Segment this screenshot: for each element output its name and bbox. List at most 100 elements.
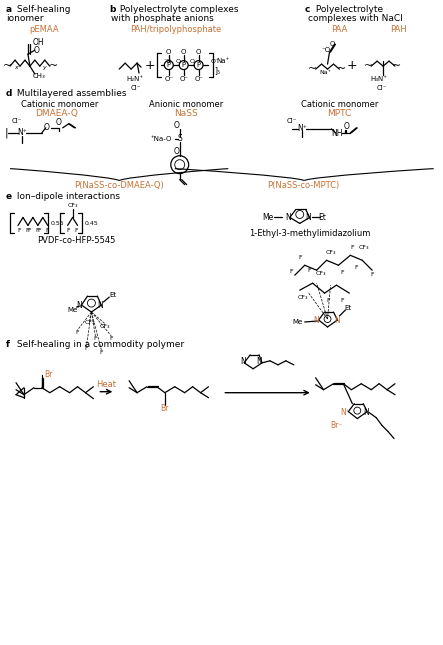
Text: CF₃: CF₃ [298, 295, 308, 300]
Text: Br: Br [161, 404, 169, 413]
Text: F: F [93, 337, 97, 341]
Text: Na⁺: Na⁺ [319, 70, 331, 75]
Text: N: N [314, 315, 319, 324]
Text: P: P [182, 62, 186, 68]
Text: Heat: Heat [96, 381, 117, 389]
Text: Multilayered assemblies: Multilayered assemblies [14, 90, 127, 99]
Text: O: O [174, 121, 180, 130]
Text: N⁺: N⁺ [17, 128, 27, 137]
Text: F: F [354, 264, 358, 270]
Text: OH: OH [33, 37, 44, 46]
Text: O: O [34, 46, 40, 55]
Text: a: a [6, 5, 12, 14]
Text: Self-healing in a commodity polymer: Self-healing in a commodity polymer [14, 341, 184, 350]
Text: F: F [17, 228, 21, 233]
Text: N: N [334, 315, 340, 324]
Text: F: F [109, 337, 113, 341]
Text: e: e [6, 192, 12, 201]
Text: O⁻: O⁻ [180, 76, 189, 82]
Text: H₃N⁺: H₃N⁺ [371, 76, 388, 82]
Text: N: N [241, 357, 246, 366]
Text: Br: Br [45, 370, 53, 379]
Text: +: + [145, 59, 155, 72]
Text: CF₃: CF₃ [100, 324, 111, 330]
Text: ⁻O: ⁻O [164, 59, 172, 64]
Text: O: O [343, 123, 350, 132]
Text: O: O [190, 59, 195, 64]
Text: CF₃: CF₃ [315, 271, 326, 275]
Text: NH: NH [332, 129, 343, 138]
Text: F: F [100, 350, 103, 355]
Text: O: O [174, 147, 180, 156]
Text: Et: Et [319, 213, 326, 222]
Text: c: c [305, 5, 310, 14]
Text: O: O [44, 123, 50, 132]
Text: +: + [347, 59, 358, 72]
Text: O: O [181, 49, 187, 55]
Text: 0.55: 0.55 [51, 221, 64, 226]
Text: Et: Et [345, 305, 352, 311]
Text: x: x [14, 64, 18, 70]
Text: P: P [167, 62, 171, 68]
Text: Polyelectrolyte complexes: Polyelectrolyte complexes [117, 5, 239, 14]
Text: S: S [177, 134, 182, 143]
Text: F: F [67, 228, 70, 233]
Text: O: O [330, 41, 335, 47]
Text: F: F [350, 245, 354, 250]
Text: Cl⁻: Cl⁻ [287, 118, 297, 124]
Text: |: | [4, 128, 8, 138]
Text: Cl⁻: Cl⁻ [131, 85, 141, 91]
Text: f: f [6, 341, 10, 350]
Text: 1-Ethyl-3-methylimidazolium: 1-Ethyl-3-methylimidazolium [249, 229, 370, 238]
Text: complexes with NaCl: complexes with NaCl [308, 14, 402, 23]
Text: F: F [45, 228, 49, 233]
Text: PAH: PAH [391, 25, 407, 34]
Text: ⁻O: ⁻O [322, 47, 331, 53]
Text: Cl⁻: Cl⁻ [12, 118, 23, 124]
Text: F: F [289, 269, 293, 273]
Text: ionomer: ionomer [6, 14, 43, 23]
Text: MPTC: MPTC [327, 110, 352, 119]
Text: Cl⁻: Cl⁻ [377, 85, 387, 91]
Text: CF₃: CF₃ [84, 321, 95, 326]
Text: N⁺: N⁺ [297, 124, 307, 134]
Text: F: F [25, 228, 29, 233]
Text: F: F [326, 297, 330, 303]
Text: N: N [305, 213, 311, 222]
Text: PAA: PAA [331, 25, 348, 34]
Text: O: O [175, 59, 180, 64]
Text: ~: ~ [3, 61, 12, 71]
Text: F: F [341, 297, 344, 303]
Text: F: F [35, 228, 39, 233]
Text: P: P [197, 62, 201, 68]
Text: O⁻: O⁻ [194, 76, 204, 82]
Text: y: y [42, 64, 46, 70]
Text: ~: ~ [364, 61, 373, 71]
Text: F: F [37, 228, 41, 233]
Text: N: N [77, 301, 82, 310]
Text: Polyelectrolyte: Polyelectrolyte [313, 5, 383, 14]
Text: DMAEA-Q: DMAEA-Q [35, 110, 78, 119]
Text: PAH/tripolyphosphate: PAH/tripolyphosphate [130, 25, 222, 34]
Text: Me: Me [68, 307, 78, 313]
Text: O⁻: O⁻ [165, 76, 174, 82]
Text: F: F [85, 346, 88, 352]
Text: Cationic monomer: Cationic monomer [21, 101, 98, 110]
Text: P(NaSS-co-MPTC): P(NaSS-co-MPTC) [268, 181, 340, 190]
Text: F: F [298, 255, 302, 260]
Text: ~: ~ [337, 64, 346, 74]
Text: N: N [256, 357, 262, 366]
Text: F: F [76, 330, 79, 335]
Text: Ion–dipole interactions: Ion–dipole interactions [14, 192, 120, 201]
Text: CF₃: CF₃ [67, 203, 78, 208]
Text: ⁺Na-O: ⁺Na-O [151, 136, 172, 142]
Text: O: O [166, 49, 171, 55]
Text: PVDF-co-HFP-5545: PVDF-co-HFP-5545 [37, 236, 116, 245]
Text: CF₃: CF₃ [325, 250, 336, 255]
Text: F: F [370, 272, 374, 277]
Text: N⁺: N⁺ [341, 408, 350, 417]
Text: ]₅: ]₅ [214, 66, 221, 75]
Text: ~: ~ [49, 61, 58, 71]
Text: ~: ~ [308, 64, 317, 74]
Text: NaSS: NaSS [174, 110, 198, 119]
